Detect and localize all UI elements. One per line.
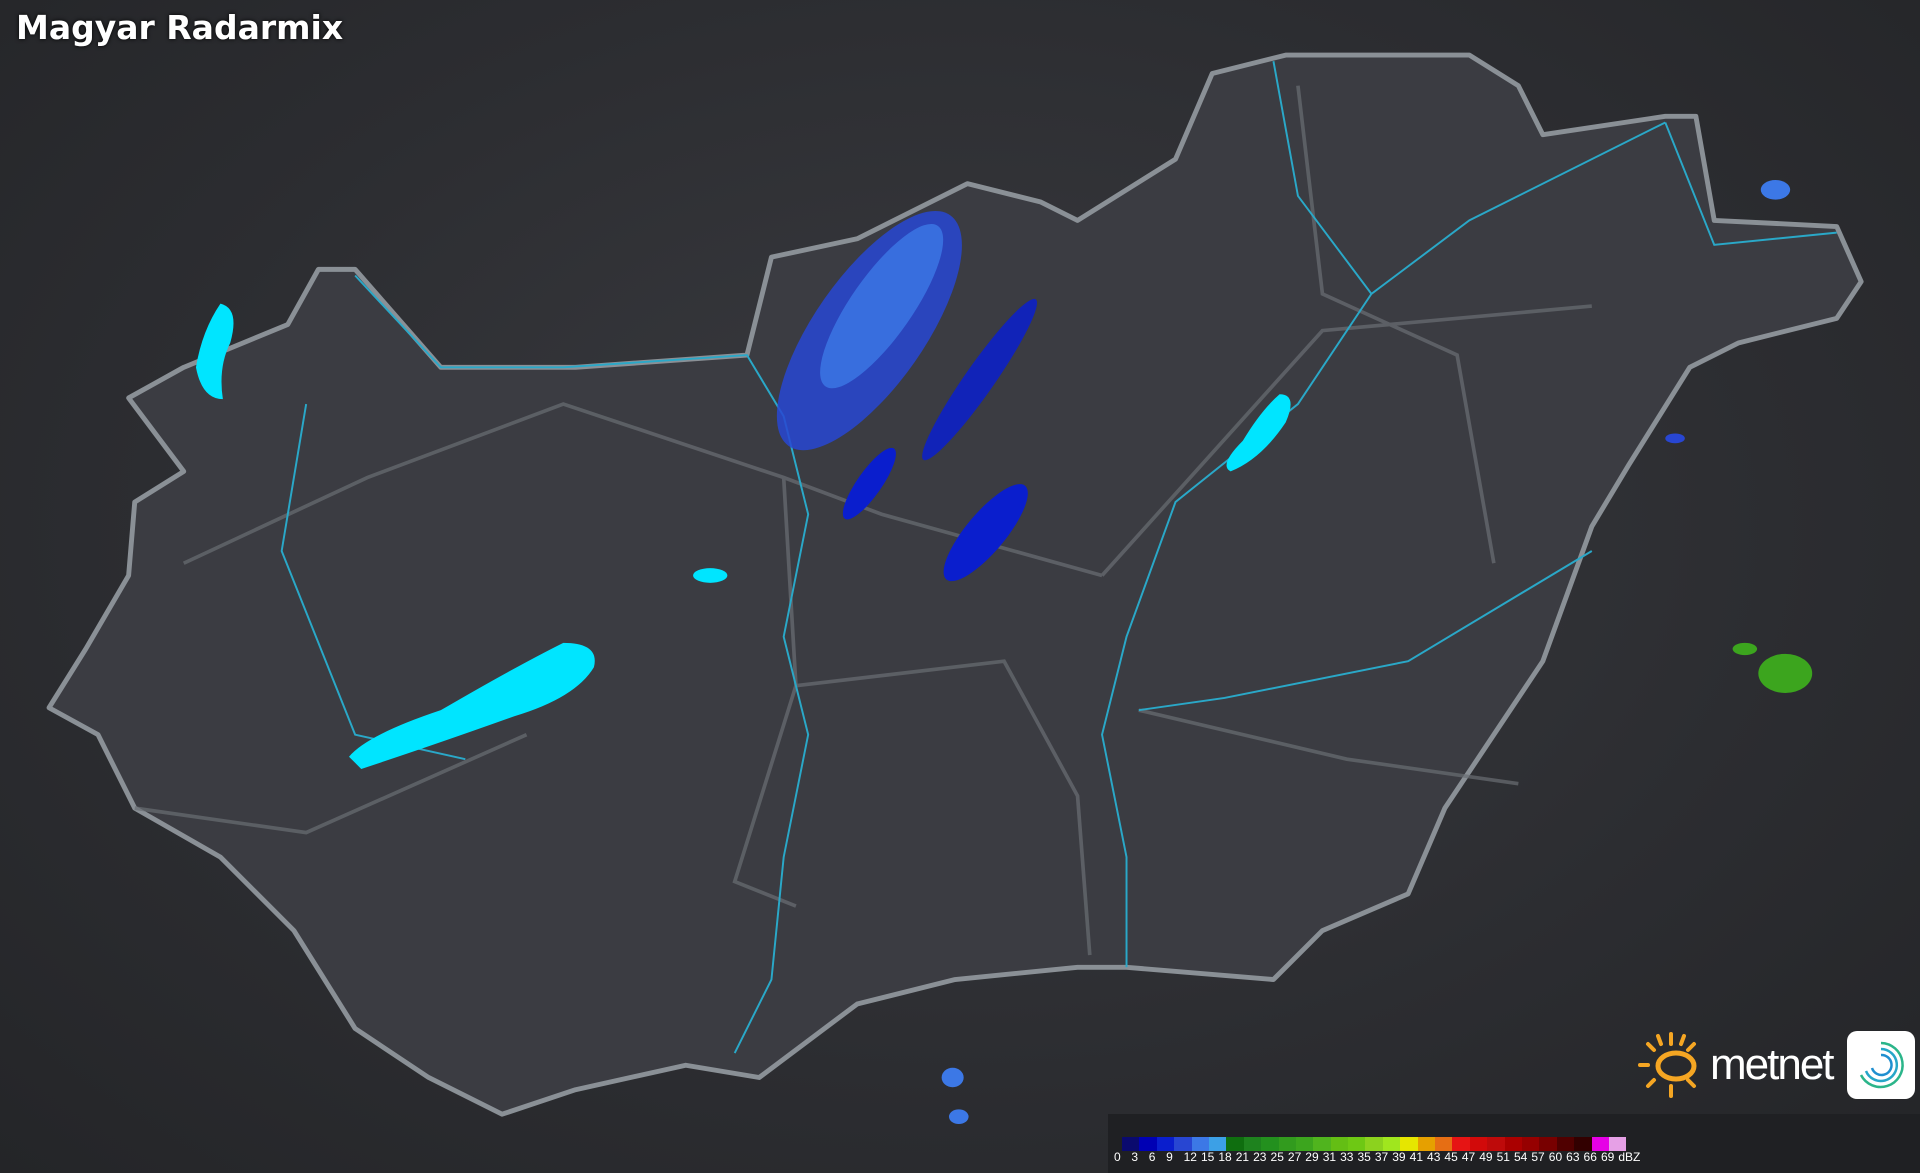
legend-swatch (1487, 1137, 1505, 1151)
legend-swatch (1469, 1137, 1488, 1151)
legend-swatch (1226, 1137, 1244, 1151)
legend-swatch (1139, 1137, 1157, 1151)
legend-label: 35 (1357, 1150, 1371, 1164)
legend-label: 57 (1531, 1150, 1545, 1164)
legend-swatch (1556, 1137, 1575, 1151)
app-logo-icon (1846, 1031, 1915, 1099)
legend-label: 51 (1496, 1150, 1510, 1164)
legend-swatch (1608, 1137, 1627, 1151)
legend-label: 3 (1131, 1150, 1139, 1164)
legend-swatch (1243, 1137, 1262, 1151)
legend-label: 45 (1444, 1150, 1458, 1164)
legend-swatch (1382, 1137, 1401, 1151)
legend-label: 12 (1183, 1150, 1197, 1164)
legend-unit: dBZ (1618, 1150, 1641, 1164)
county-borders (134, 85, 1592, 956)
legend-swatch (1574, 1137, 1592, 1151)
legend-color-bar (1122, 1137, 1627, 1151)
legend-swatch (1330, 1137, 1349, 1151)
legend-swatch (1417, 1137, 1436, 1151)
rivers (280, 61, 1837, 1054)
legend-label: 41 (1409, 1150, 1423, 1164)
legend-label: 33 (1340, 1150, 1354, 1164)
lake-velence (693, 568, 728, 583)
lake-balaton (349, 642, 595, 769)
legend-swatch (1591, 1137, 1609, 1151)
legend-label: 63 (1566, 1150, 1580, 1164)
legend-label: 15 (1200, 1150, 1215, 1164)
dbz-legend: 0 3 6 9 12 15 18 21 23 25 27 29 31 33 35 37 39 41 43 45 47 49… (1108, 1114, 1920, 1173)
legend-label: 49 (1479, 1150, 1493, 1164)
legend-label: 27 (1287, 1150, 1302, 1164)
legend-swatch (1174, 1137, 1192, 1151)
legend-label: 69 (1600, 1150, 1615, 1164)
legend-label: 47 (1461, 1150, 1476, 1164)
legend-swatch (1435, 1137, 1453, 1151)
hungary-border (46, 52, 1864, 1117)
legend-swatch (1504, 1137, 1522, 1151)
legend-label: 9 (1166, 1150, 1173, 1164)
legend-swatch (1313, 1137, 1331, 1151)
lake-ferto (195, 303, 234, 400)
legend-swatch (1191, 1137, 1209, 1151)
legend-swatch (1122, 1137, 1140, 1151)
legend-label: 31 (1322, 1150, 1337, 1164)
legend-label: 18 (1218, 1150, 1232, 1164)
legend-swatch (1452, 1137, 1470, 1151)
legend-label: 66 (1583, 1150, 1597, 1164)
legend-swatch (1278, 1137, 1296, 1151)
legend-swatch (1208, 1137, 1227, 1151)
legend-swatch (1295, 1137, 1314, 1151)
legend-label: 23 (1253, 1150, 1267, 1164)
legend-label: 29 (1305, 1150, 1319, 1164)
legend-label: 0 (1114, 1150, 1121, 1164)
legend-label: 21 (1235, 1150, 1250, 1164)
radar-echoes (776, 179, 1813, 1125)
legend-swatch (1365, 1137, 1383, 1151)
legend-label: 43 (1427, 1150, 1441, 1164)
map-title: Magyar Radarmix (16, 8, 344, 47)
legend-swatch (1400, 1137, 1418, 1151)
legend-swatch (1539, 1137, 1557, 1151)
legend-label: 25 (1270, 1150, 1284, 1164)
legend-swatch (1348, 1137, 1366, 1151)
legend-label: 39 (1392, 1150, 1406, 1164)
legend-swatch (1521, 1137, 1540, 1151)
lakes (195, 303, 1291, 769)
metnet-logo: metnet (1636, 1030, 1915, 1100)
legend-label: 37 (1374, 1150, 1389, 1164)
lake-tisza (1226, 394, 1291, 472)
legend-swatch (1261, 1137, 1279, 1151)
brand-name: metnet (1710, 1040, 1835, 1089)
sun-icon (1638, 1032, 1697, 1098)
legend-label: 60 (1548, 1150, 1563, 1164)
legend-labels: 0 3 6 9 12 15 18 21 23 25 27 29 31 33 35 37 39 41 43 45 47 49… (1114, 1150, 1641, 1164)
legend-label: 54 (1513, 1150, 1528, 1164)
legend-label: 6 (1148, 1150, 1156, 1164)
legend-swatch (1156, 1137, 1175, 1151)
